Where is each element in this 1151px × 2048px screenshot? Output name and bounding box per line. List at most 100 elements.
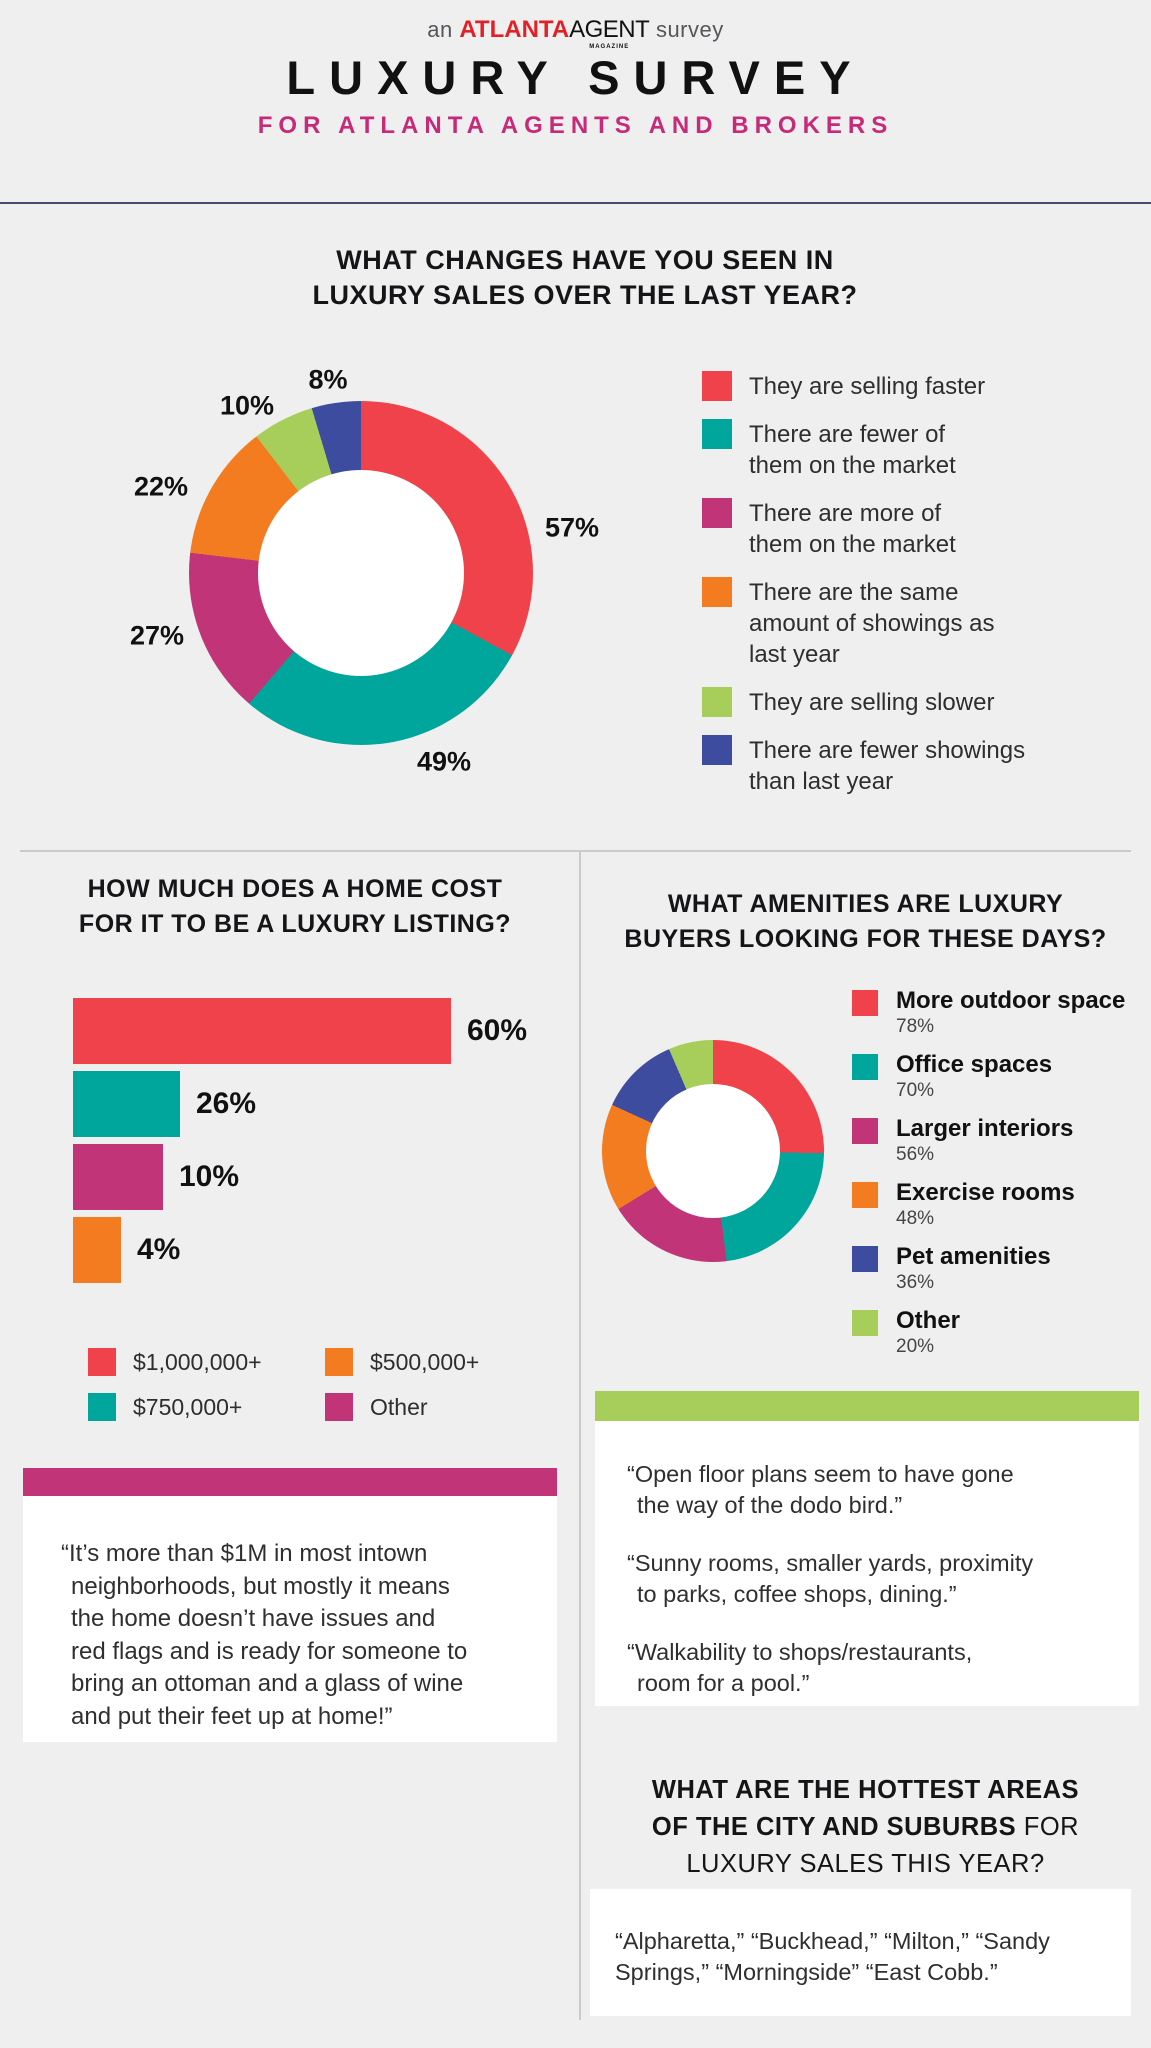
legend-text-block: Pet amenities 36% <box>896 1244 1051 1294</box>
cost-quote-text: “It’s more than $1M in most intown neigh… <box>61 1540 468 1730</box>
question-changes: WHAT CHANGES HAVE YOU SEEN IN LUXURY SAL… <box>30 243 1140 313</box>
legend-label: $1,000,000+ <box>133 1348 262 1375</box>
changes-legend: They are selling faster There are fewer o… <box>702 371 1122 814</box>
amenities-legend-item: Larger interiors 56% <box>852 1116 1142 1166</box>
cost-legend-item: Other <box>325 1393 548 1421</box>
section-divider-horizontal <box>20 850 1131 852</box>
changes-legend-item: There are fewer showings than last year <box>702 735 1122 797</box>
legend-swatch <box>702 419 732 449</box>
amenities-quote-3: “Walkability to shops/restaurants, room … <box>627 1639 973 1696</box>
brand-magazine-sub: MAGAZINE <box>589 44 630 50</box>
amenities-legend-item: Office spaces 70% <box>852 1052 1142 1102</box>
amenities-legend: More outdoor space 78% Office spaces 70% Lar… <box>852 988 1142 1372</box>
changes-pct-selling-slower: 10% <box>219 390 275 421</box>
header-rule <box>0 202 1151 204</box>
legend-swatch <box>852 1054 878 1080</box>
legend-swatch <box>852 1118 878 1144</box>
page-subtitle: FOR ATLANTA AGENTS AND BROKERS <box>257 112 894 139</box>
cost-bar-chart: 60% 26% 10% 4% <box>73 998 573 1290</box>
changes-legend-item: They are selling faster <box>702 371 1122 402</box>
cost-bar-row: 4% <box>73 1217 573 1283</box>
legend-swatch <box>88 1348 116 1376</box>
legend-label: Exercise rooms <box>896 1179 1075 1206</box>
legend-text-block: Larger interiors 56% <box>896 1116 1073 1166</box>
legend-text-block: More outdoor space 78% <box>896 988 1125 1038</box>
legend-label: There are fewer showings than last year <box>749 737 1026 795</box>
cost-bar-row: 10% <box>73 1144 573 1210</box>
brand-agent: AGENT MAGAZINE <box>569 16 650 50</box>
legend-swatch <box>852 1310 878 1336</box>
magazine-credit: an ATLANTAAGENT MAGAZINE survey <box>0 16 1151 50</box>
page-title: LUXURY SURVEY <box>286 51 865 104</box>
legend-swatch <box>88 1393 116 1421</box>
legend-text-block: Exercise rooms 48% <box>896 1180 1075 1230</box>
question-hottest-line1: WHAT ARE THE HOTTEST AREAS <box>651 1776 1080 1804</box>
legend-swatch <box>852 1246 878 1272</box>
question-cost: HOW MUCH DOES A HOME COST FOR IT TO BE A… <box>20 872 570 942</box>
legend-label: Other <box>370 1393 428 1420</box>
question-amenities-line1: WHAT AMENITIES ARE LUXURY <box>667 890 1064 918</box>
legend-label: Pet amenities <box>896 1243 1051 1270</box>
credit-suffix: survey <box>655 17 724 42</box>
changes-pct-fewer-showings: 8% <box>308 364 348 395</box>
amenities-quote-1: “Open floor plans seem to have gone the … <box>627 1461 1014 1518</box>
legend-label: Office spaces <box>896 1051 1053 1078</box>
legend-label: $750,000+ <box>133 1393 243 1420</box>
question-changes-line1: WHAT CHANGES HAVE YOU SEEN IN <box>336 245 834 275</box>
question-hottest-line2: OF THE CITY AND SUBURBS FOR <box>580 1809 1151 1846</box>
amenities-legend-item: Exercise rooms 48% <box>852 1180 1142 1230</box>
question-cost-line1: HOW MUCH DOES A HOME COST <box>87 875 503 903</box>
hottest-areas-answer-text: “Alpharetta,” “Buckhead,” “Milton,” “San… <box>615 1928 1050 1985</box>
changes-pct-more-on-market: 27% <box>129 620 185 651</box>
cost-legend: $1,000,000+ $500,000+ $750,000+ Other <box>88 1348 548 1421</box>
legend-value: 20% <box>896 1336 935 1357</box>
legend-value: 70% <box>896 1080 935 1101</box>
question-hottest-line3: LUXURY SALES THIS YEAR? <box>686 1850 1045 1878</box>
amenities-quote-accent-bar <box>595 1391 1139 1421</box>
cost-bar-row: 26% <box>73 1071 573 1137</box>
legend-swatch <box>702 371 732 401</box>
legend-label: There are fewer of them on the market <box>749 421 956 479</box>
legend-label: Other <box>896 1307 961 1334</box>
amenities-legend-item: More outdoor space 78% <box>852 988 1142 1038</box>
credit-prefix: an <box>427 17 453 42</box>
legend-swatch <box>702 577 732 607</box>
amenities-legend-item: Other 20% <box>852 1308 1142 1358</box>
question-changes-line2: LUXURY SALES OVER THE LAST YEAR? <box>312 280 858 310</box>
cost-bar-value: 26% <box>196 1087 257 1120</box>
changes-legend-item: There are the same amount of showings as… <box>702 577 1122 670</box>
changes-donut-hole <box>258 470 464 676</box>
legend-label: There are more of them on the market <box>749 500 956 558</box>
amenities-quote-box: “Open floor plans seem to have gone the … <box>595 1421 1139 1706</box>
cost-legend-item: $750,000+ <box>88 1393 325 1421</box>
legend-label: They are selling faster <box>749 373 986 400</box>
cost-bar <box>73 1144 163 1210</box>
legend-swatch <box>325 1393 353 1421</box>
changes-legend-item: There are fewer of them on the market <box>702 419 1122 481</box>
amenities-donut-chart <box>602 1040 824 1262</box>
legend-label: They are selling slower <box>749 689 995 716</box>
legend-swatch <box>852 990 878 1016</box>
legend-swatch <box>702 498 732 528</box>
legend-value: 78% <box>896 1016 935 1037</box>
legend-label: More outdoor space <box>896 987 1126 1014</box>
cost-bar-value: 4% <box>137 1233 181 1266</box>
question-hottest-line2-rest: FOR <box>1016 1813 1080 1841</box>
legend-swatch <box>702 735 732 765</box>
amenities-donut-hole <box>646 1084 780 1218</box>
changes-pct-same-showings: 22% <box>133 471 189 502</box>
cost-bar <box>73 1071 180 1137</box>
cost-legend-item: $500,000+ <box>325 1348 548 1376</box>
changes-legend-item: There are more of them on the market <box>702 498 1122 560</box>
legend-swatch <box>852 1182 878 1208</box>
legend-value: 36% <box>896 1272 935 1293</box>
question-hottest-line2-bold: OF THE CITY AND SUBURBS <box>651 1813 1017 1841</box>
hottest-areas-answer-box: “Alpharetta,” “Buckhead,” “Milton,” “San… <box>590 1889 1131 2016</box>
cost-bar <box>73 1217 121 1283</box>
question-amenities-line2: BUYERS LOOKING FOR THESE DAYS? <box>624 925 1107 953</box>
cost-bar-row: 60% <box>73 998 573 1064</box>
brand-atlanta: ATLANTA <box>459 16 570 43</box>
cost-legend-item: $1,000,000+ <box>88 1348 325 1376</box>
question-amenities: WHAT AMENITIES ARE LUXURY BUYERS LOOKING… <box>580 887 1151 957</box>
changes-pct-selling-faster: 57% <box>544 512 600 543</box>
